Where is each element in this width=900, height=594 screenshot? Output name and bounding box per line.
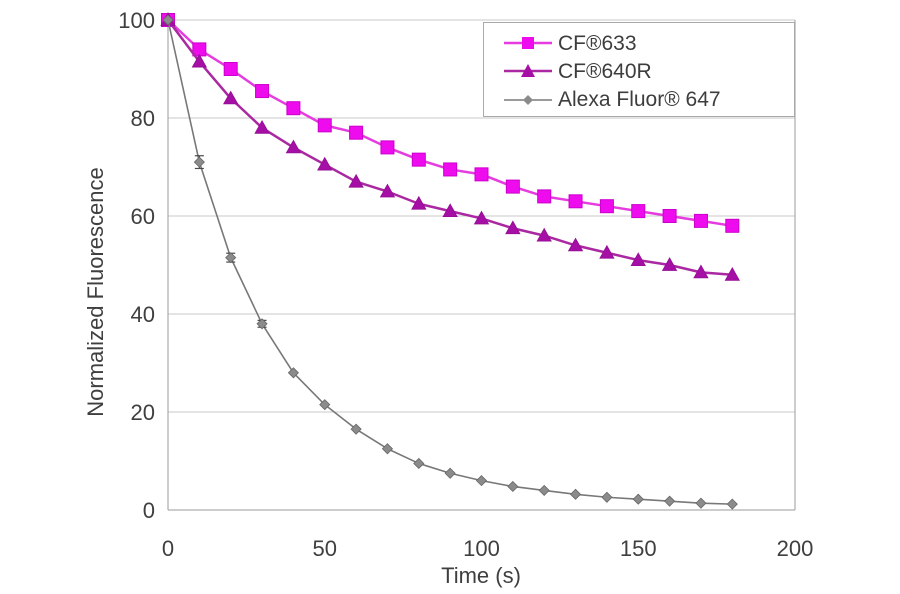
- data-point-triangle: [191, 53, 208, 68]
- data-point-triangle: [254, 119, 270, 134]
- data-point-diamond: [350, 423, 362, 435]
- y-tick-label: 0: [143, 498, 155, 523]
- data-point-square: [505, 179, 520, 194]
- y-axis-title: Normalized Fluorescence: [83, 167, 108, 417]
- x-tick-label: 50: [313, 536, 337, 561]
- y-tick-label: 20: [131, 400, 155, 425]
- data-point-triangle: [223, 90, 239, 105]
- data-point-square: [411, 152, 426, 167]
- data-point-triangle: [505, 220, 521, 235]
- data-point-triangle: [567, 237, 584, 252]
- data-point-diamond: [569, 488, 582, 500]
- data-point-square: [599, 199, 614, 214]
- data-point-diamond: [475, 475, 488, 487]
- data-point-diamond: [695, 497, 707, 509]
- data-point-triangle: [442, 203, 458, 218]
- cf633-square-marker-icon: [504, 37, 552, 50]
- data-point-triangle: [473, 210, 490, 225]
- data-point-square: [255, 84, 270, 99]
- data-point-diamond: [287, 367, 299, 379]
- data-point-square: [537, 189, 552, 204]
- data-point-square: [349, 125, 364, 140]
- data-point-diamond: [726, 498, 738, 510]
- data-point-triangle: [379, 183, 396, 198]
- y-tick-label: 80: [131, 106, 155, 131]
- y-tick-label: 60: [131, 204, 155, 229]
- data-point-square: [223, 62, 238, 76]
- legend-item-cf640r: CF®640R: [504, 61, 794, 82]
- y-tick-label: 100: [118, 8, 155, 33]
- x-tick-label: 200: [777, 536, 814, 561]
- data-point-square: [286, 101, 301, 116]
- data-point-diamond: [444, 467, 456, 479]
- data-point-diamond: [664, 495, 676, 507]
- x-tick-label: 100: [463, 536, 500, 561]
- data-point-diamond: [507, 480, 519, 493]
- x-tick-label: 150: [620, 536, 657, 561]
- data-point-diamond: [193, 156, 205, 168]
- data-point-square: [662, 209, 677, 223]
- data-point-square: [317, 118, 332, 133]
- data-point-diamond: [632, 493, 644, 505]
- y-tick-label: 40: [131, 302, 155, 327]
- data-point-diamond: [162, 14, 174, 26]
- data-point-square: [693, 213, 708, 228]
- data-point-diamond: [319, 399, 331, 411]
- legend-item-alexa647: Alexa Fluor® 647: [504, 89, 794, 110]
- legend-label-alexa647: Alexa Fluor® 647: [558, 88, 721, 112]
- data-point-square: [631, 204, 646, 219]
- alexa647-diamond-marker-icon: [504, 94, 552, 105]
- data-point-square: [443, 162, 458, 177]
- data-point-diamond: [381, 443, 394, 455]
- data-point-triangle: [693, 264, 709, 279]
- data-point-square: [380, 140, 395, 155]
- data-point-triangle: [536, 227, 552, 242]
- data-point-triangle: [661, 257, 678, 271]
- cf640r-triangle-marker-icon: [504, 64, 552, 78]
- legend: CF®633 CF®640R Alexa Fluor® 647: [483, 22, 795, 117]
- data-point-triangle: [348, 173, 364, 188]
- data-point-diamond: [538, 484, 550, 496]
- legend-item-cf633: CF®633: [504, 33, 794, 54]
- data-point-square: [725, 218, 740, 233]
- data-point-triangle: [599, 244, 615, 259]
- data-point-triangle: [630, 252, 646, 267]
- legend-label-cf633: CF®633: [558, 31, 637, 55]
- data-point-square: [474, 167, 489, 182]
- data-point-triangle: [724, 266, 740, 281]
- data-point-diamond: [601, 491, 613, 503]
- x-tick-label: 0: [162, 536, 174, 561]
- data-point-diamond: [225, 252, 237, 264]
- data-point-diamond: [413, 457, 425, 470]
- data-point-diamond: [256, 318, 268, 330]
- x-axis-title: Time (s): [441, 563, 521, 588]
- data-point-triangle: [411, 195, 427, 210]
- data-point-square: [568, 194, 583, 209]
- data-point-triangle: [317, 156, 333, 171]
- data-point-triangle: [285, 139, 302, 154]
- legend-label-cf640r: CF®640R: [558, 59, 652, 83]
